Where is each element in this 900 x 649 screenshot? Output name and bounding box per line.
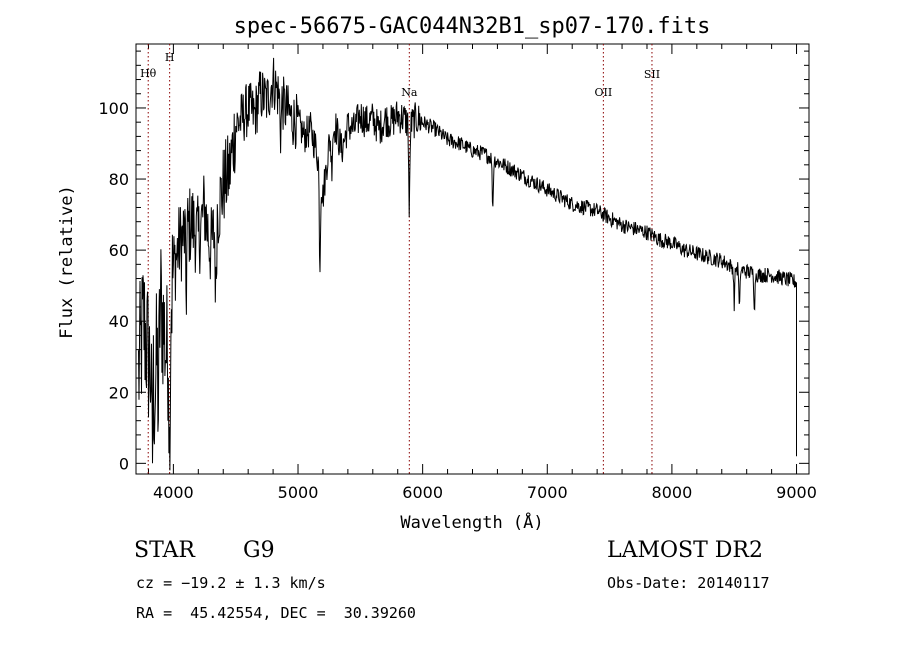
y-tick-label: 0 — [119, 454, 129, 473]
spectral-line-label: Na — [401, 86, 418, 99]
survey-name: LAMOST DR2 — [607, 538, 763, 563]
observation-date: Obs-Date: 20140117 — [607, 574, 770, 592]
redshift-readout: cz = −19.2 ± 1.3 km/s — [136, 574, 326, 592]
x-tick-label: 5000 — [278, 483, 319, 502]
y-tick-label: 60 — [109, 241, 129, 260]
spectral-line-label: H — [165, 51, 175, 64]
axis-ticks: 4000 5000 6000 7000 8000 9000 0 20 40 60 80 100 — [98, 44, 817, 502]
object-type: STAR — [134, 538, 195, 563]
y-axis-label: Flux (relative) — [57, 185, 77, 339]
spectral-line-label: OII — [595, 86, 613, 99]
x-axis-label: Wavelength (Å) — [400, 511, 543, 533]
y-tick-label: 40 — [109, 312, 129, 331]
x-tick-label: 4000 — [153, 483, 194, 502]
chart-title: spec-56675-GAC044N32B1_sp07-170.fits — [234, 14, 711, 39]
spectral-line-label: Hθ — [140, 67, 157, 80]
x-tick-label: 9000 — [776, 483, 817, 502]
x-tick-label: 7000 — [527, 483, 568, 502]
x-tick-label: 6000 — [402, 483, 443, 502]
spectral-subclass: G9 — [243, 538, 275, 563]
y-tick-label: 100 — [98, 99, 129, 118]
spectral-line-markers: Hθ H Na OII SII — [140, 44, 660, 474]
spectrum-series-line — [138, 57, 797, 471]
spectral-line-label: SII — [644, 68, 660, 81]
coordinates-readout: RA = 45.42554, DEC = 30.39260 — [136, 604, 416, 622]
y-tick-label: 20 — [109, 383, 129, 402]
y-tick-label: 80 — [109, 170, 129, 189]
x-tick-label: 8000 — [652, 483, 693, 502]
